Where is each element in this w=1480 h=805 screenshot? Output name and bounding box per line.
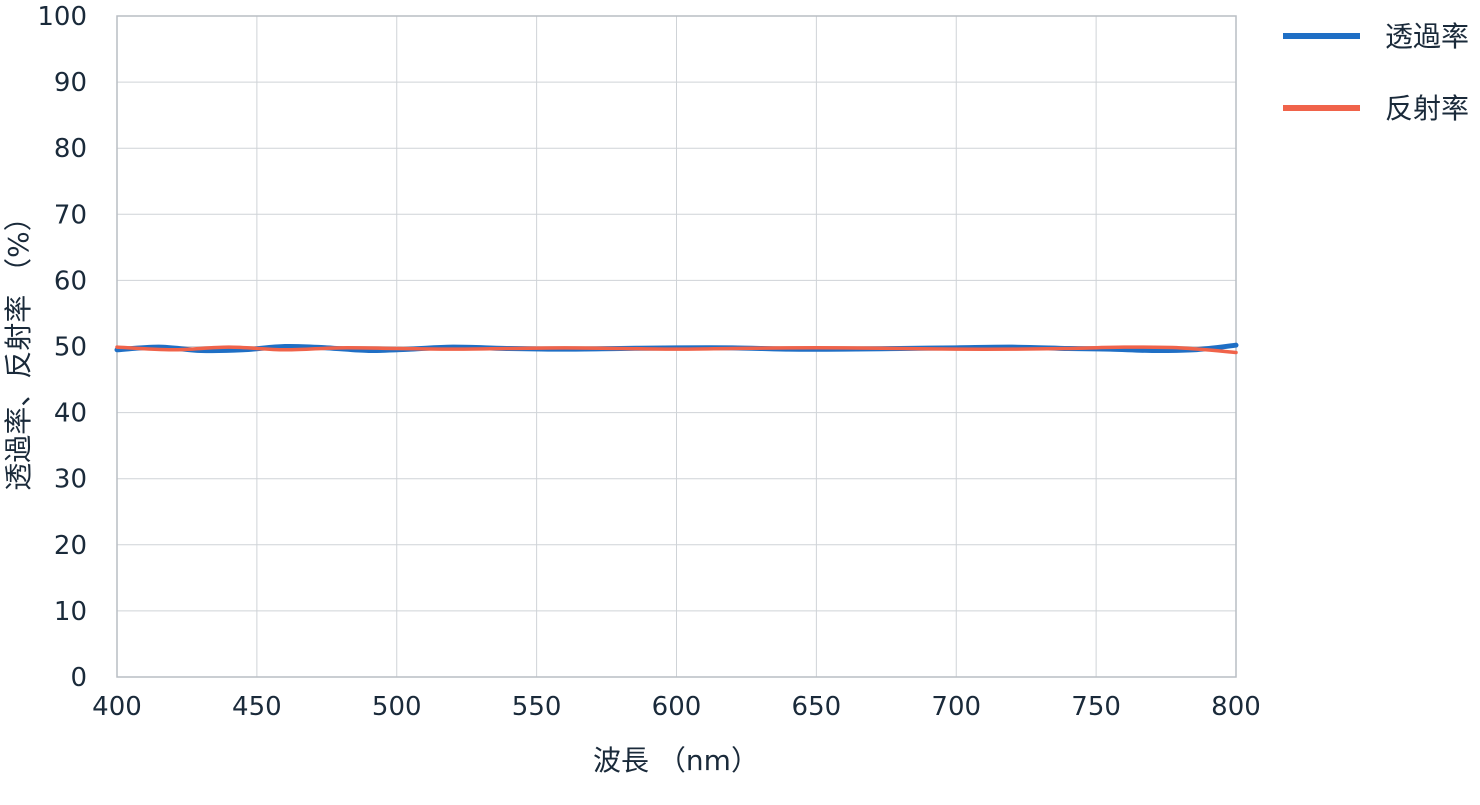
y-axis-label: 透過率、反射率 （%） (2, 203, 35, 491)
y-tick-label: 30 (54, 465, 87, 495)
x-tick-labels: 400 450 500 550 600 650 700 750 800 (92, 692, 1261, 722)
y-tick-label: 100 (37, 2, 87, 32)
x-tick-label: 750 (1071, 692, 1121, 722)
y-tick-label: 0 (70, 663, 87, 693)
legend-label-transmittance: 透過率 (1385, 20, 1469, 53)
x-tick-label: 700 (931, 692, 981, 722)
y-tick-label: 80 (54, 134, 87, 164)
x-axis-label: 波長 （nm） (593, 744, 759, 777)
y-tick-label: 20 (54, 531, 87, 561)
y-tick-labels: 0 10 20 30 40 50 60 70 80 90 100 (37, 2, 87, 693)
y-tick-label: 50 (54, 333, 87, 363)
x-tick-label: 600 (652, 692, 702, 722)
legend-label-reflectance: 反射率 (1385, 92, 1469, 125)
y-tick-label: 70 (54, 200, 87, 230)
x-tick-label: 800 (1211, 692, 1261, 722)
y-tick-label: 40 (54, 399, 87, 429)
y-tick-label: 90 (54, 68, 87, 98)
x-tick-label: 500 (372, 692, 422, 722)
y-tick-label: 60 (54, 266, 87, 296)
y-tick-label: 10 (54, 597, 87, 627)
x-tick-label: 400 (92, 692, 142, 722)
series-layer (114, 342, 1239, 355)
series-line-reflectance (115, 345, 1238, 355)
legend: 透過率 反射率 (1283, 20, 1469, 125)
grid (116, 15, 1237, 678)
x-tick-label: 450 (232, 692, 282, 722)
x-tick-label: 650 (792, 692, 842, 722)
x-tick-label: 550 (512, 692, 562, 722)
